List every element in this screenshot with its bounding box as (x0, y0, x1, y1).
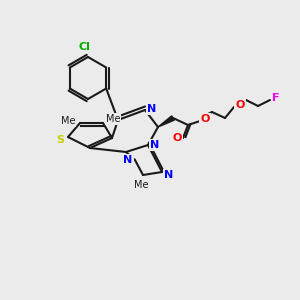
Text: N: N (150, 140, 160, 150)
Text: Me: Me (106, 114, 120, 124)
Text: O: O (235, 100, 245, 110)
Text: N: N (123, 155, 133, 165)
Text: Me: Me (134, 180, 148, 190)
Text: O: O (172, 133, 182, 143)
Text: O: O (200, 114, 210, 124)
Text: Me: Me (61, 116, 75, 126)
Text: N: N (147, 104, 157, 114)
Text: Cl: Cl (78, 42, 90, 52)
Text: N: N (164, 170, 174, 180)
Text: S: S (56, 135, 64, 145)
Polygon shape (158, 116, 174, 127)
Text: F: F (272, 93, 280, 103)
